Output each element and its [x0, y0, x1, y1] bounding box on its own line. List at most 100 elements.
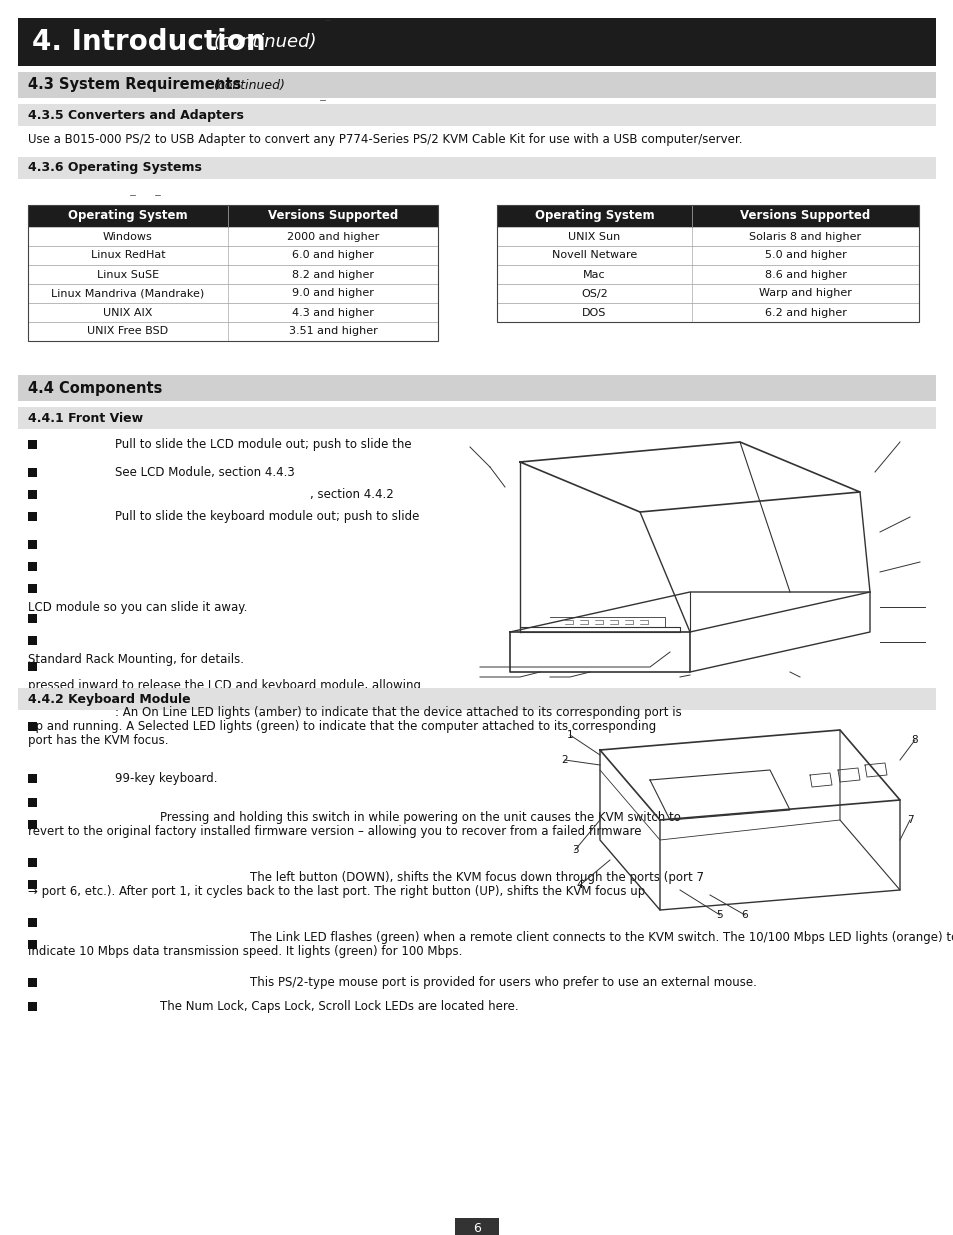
Bar — [497, 284, 918, 303]
Text: 5.0 and higher: 5.0 and higher — [763, 251, 845, 261]
Text: 4.4.2 Keyboard Module: 4.4.2 Keyboard Module — [28, 693, 191, 705]
Bar — [28, 820, 37, 829]
Text: See LCD Module, section 4.4.3: See LCD Module, section 4.4.3 — [115, 466, 294, 479]
Bar — [28, 468, 37, 477]
Text: 6: 6 — [473, 1221, 480, 1235]
Text: 4.3 and higher: 4.3 and higher — [292, 308, 374, 317]
Text: 2000 and higher: 2000 and higher — [287, 231, 378, 242]
Bar — [497, 205, 918, 322]
Text: UNIX AIX: UNIX AIX — [103, 308, 152, 317]
Bar — [28, 303, 437, 322]
Bar — [455, 1218, 498, 1235]
Bar — [28, 440, 37, 450]
Text: UNIX Sun: UNIX Sun — [568, 231, 620, 242]
Bar — [28, 284, 437, 303]
Bar — [28, 540, 37, 550]
Bar — [497, 205, 918, 227]
Text: 6: 6 — [740, 910, 747, 920]
Bar — [28, 513, 37, 521]
Bar — [28, 798, 37, 806]
Text: 3: 3 — [571, 845, 578, 855]
Bar — [28, 1002, 37, 1011]
Text: 9.0 and higher: 9.0 and higher — [292, 289, 374, 299]
Text: 4.4.1 Front View: 4.4.1 Front View — [28, 411, 143, 425]
Text: Windows: Windows — [103, 231, 152, 242]
Text: 8.6 and higher: 8.6 and higher — [763, 269, 845, 279]
Bar — [28, 246, 437, 266]
Bar — [28, 722, 37, 731]
Text: OS/2: OS/2 — [580, 289, 607, 299]
Bar — [28, 266, 437, 284]
Bar — [18, 104, 935, 126]
Text: Warp and higher: Warp and higher — [759, 289, 851, 299]
Bar — [28, 662, 37, 671]
Text: Pull to slide the keyboard module out; push to slide: Pull to slide the keyboard module out; p… — [115, 510, 419, 522]
Text: This PS/2-type mouse port is provided for users who prefer to use an external mo: This PS/2-type mouse port is provided fo… — [250, 976, 756, 989]
Text: → port 6, etc.). After port 1, it cycles back to the last port. The right button: → port 6, etc.). After port 1, it cycles… — [28, 885, 644, 898]
Text: The Link LED flashes (green) when a remote client connects to the KVM switch. Th: The Link LED flashes (green) when a remo… — [250, 931, 953, 944]
Bar — [28, 584, 37, 593]
Text: 3.51 and higher: 3.51 and higher — [289, 326, 377, 336]
Bar — [497, 303, 918, 322]
Text: 4.3 System Requirements: 4.3 System Requirements — [28, 78, 241, 93]
Bar — [28, 940, 37, 948]
Text: LCD module so you can slide it away.: LCD module so you can slide it away. — [28, 600, 247, 614]
Text: 1: 1 — [566, 730, 573, 740]
Bar — [18, 688, 935, 710]
Bar — [28, 322, 437, 341]
Text: Novell Netware: Novell Netware — [551, 251, 637, 261]
Bar — [28, 774, 37, 783]
Text: 6.2 and higher: 6.2 and higher — [763, 308, 845, 317]
Text: Use a B015-000 PS/2 to USB Adapter to convert any P774-Series PS/2 KVM Cable Kit: Use a B015-000 PS/2 to USB Adapter to co… — [28, 133, 741, 147]
Text: pressed inward to release the LCD and keyboard module, allowing: pressed inward to release the LCD and ke… — [28, 678, 420, 692]
Text: 4.4 Components: 4.4 Components — [28, 380, 162, 395]
Text: Linux Mandriva (Mandrake): Linux Mandriva (Mandrake) — [51, 289, 204, 299]
Bar — [28, 562, 37, 571]
Text: 4. Introduction: 4. Introduction — [32, 28, 265, 56]
Text: 8: 8 — [911, 735, 918, 745]
Text: : An On Line LED lights (amber) to indicate that the device attached to its corr: : An On Line LED lights (amber) to indic… — [115, 706, 681, 719]
Bar — [28, 978, 37, 987]
Text: 5: 5 — [716, 910, 722, 920]
Text: The Num Lock, Caps Lock, Scroll Lock LEDs are located here.: The Num Lock, Caps Lock, Scroll Lock LED… — [160, 1000, 518, 1013]
Bar — [28, 614, 37, 622]
Bar — [497, 246, 918, 266]
Text: (continued): (continued) — [213, 33, 317, 51]
Text: Linux RedHat: Linux RedHat — [91, 251, 165, 261]
Text: revert to the original factory installed firmware version – allowing you to reco: revert to the original factory installed… — [28, 825, 640, 839]
Text: The left button (DOWN), shifts the KVM focus down through the ports (port 7: The left button (DOWN), shifts the KVM f… — [250, 871, 703, 884]
Bar — [497, 266, 918, 284]
Bar — [18, 72, 935, 98]
Bar — [497, 227, 918, 246]
Text: , section 4.4.2: , section 4.4.2 — [310, 488, 394, 501]
Bar — [28, 858, 37, 867]
Text: Linux SuSE: Linux SuSE — [97, 269, 159, 279]
Text: UNIX Free BSD: UNIX Free BSD — [88, 326, 169, 336]
Bar — [28, 227, 437, 246]
Text: indicate 10 Mbps data transmission speed. It lights (green) for 100 Mbps.: indicate 10 Mbps data transmission speed… — [28, 945, 462, 958]
Text: 99-key keyboard.: 99-key keyboard. — [115, 772, 217, 785]
Bar — [28, 490, 37, 499]
Text: 6.0 and higher: 6.0 and higher — [292, 251, 374, 261]
Bar — [18, 19, 935, 65]
Text: Operating System: Operating System — [68, 210, 188, 222]
Text: (continued): (continued) — [213, 79, 285, 91]
Text: Operating System: Operating System — [534, 210, 654, 222]
Text: Pressing and holding this switch in while powering on the unit causes the KVM sw: Pressing and holding this switch in whil… — [160, 811, 680, 824]
Text: 2: 2 — [561, 755, 568, 764]
Text: 7: 7 — [905, 815, 912, 825]
Text: Solaris 8 and higher: Solaris 8 and higher — [749, 231, 861, 242]
Text: Versions Supported: Versions Supported — [268, 210, 397, 222]
Text: port has the KVM focus.: port has the KVM focus. — [28, 734, 169, 747]
Bar — [18, 157, 935, 179]
Bar — [28, 205, 437, 341]
Text: 8.2 and higher: 8.2 and higher — [292, 269, 374, 279]
Text: Pull to slide the LCD module out; push to slide the: Pull to slide the LCD module out; push t… — [115, 438, 411, 451]
Text: up and running. A Selected LED lights (green) to indicate that the computer atta: up and running. A Selected LED lights (g… — [28, 720, 656, 734]
Bar — [28, 881, 37, 889]
Bar — [28, 205, 437, 227]
Text: 4: 4 — [576, 881, 582, 890]
Text: Standard Rack Mounting, for details.: Standard Rack Mounting, for details. — [28, 652, 244, 666]
Text: Versions Supported: Versions Supported — [740, 210, 870, 222]
Bar — [18, 408, 935, 429]
